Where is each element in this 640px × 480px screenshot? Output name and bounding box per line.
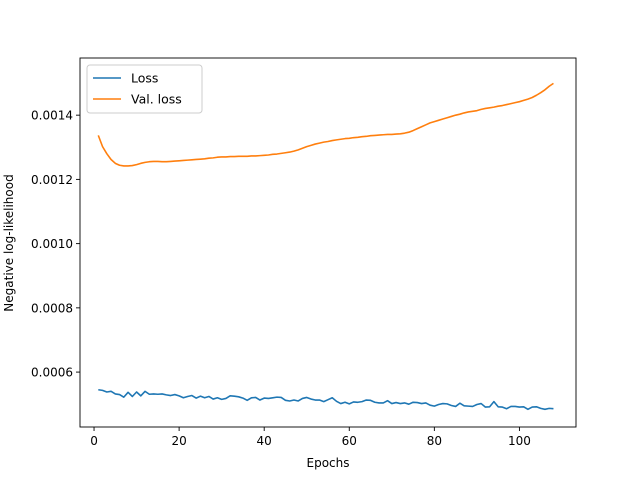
x-tick-label: 80 [427,434,442,448]
series-line-1 [98,388,554,411]
y-axis-label: Negative log-likelihood [2,174,16,311]
x-tick-label: 100 [508,434,531,448]
legend: Loss Val. loss [86,64,203,114]
x-tick-label: 60 [342,434,357,448]
series-line-2 [97,82,554,167]
legend-label-1: Loss [131,71,158,86]
x-tick-label: 40 [257,434,272,448]
y-tick-label: 0.0012 [31,173,73,187]
y-tick-label: 0.0006 [31,366,73,380]
x-tick-label: 20 [171,434,186,448]
plot-frame [79,57,577,428]
x-axis-label: Epochs [307,456,350,470]
series-layer [97,82,554,411]
legend-label-2: Val. loss [131,92,182,107]
legend-box [86,64,203,114]
y-tick-label: 0.0008 [31,301,73,315]
axes-layer: 0 20 40 60 80 100 0.0006 0.0008 0.0010 0.0012 0.00… [31,57,577,448]
y-tick-label: 0.0010 [31,237,73,251]
x-tick-label: 0 [90,434,98,448]
y-tick-label: 0.0014 [31,109,73,123]
